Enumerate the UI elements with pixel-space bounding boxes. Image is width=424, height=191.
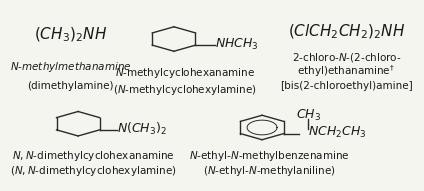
Text: $CH_3$: $CH_3$: [296, 108, 321, 123]
Text: [bis(2-chloroethyl)amine]: [bis(2-chloroethyl)amine]: [280, 81, 413, 91]
Text: $N$-methylmethanamine: $N$-methylmethanamine: [10, 60, 131, 74]
Text: (dimethylamine): (dimethylamine): [27, 81, 114, 91]
Text: ($N$-methylcyclohexylamine): ($N$-methylcyclohexylamine): [114, 83, 257, 97]
Text: ($N$-ethyl-$N$-methylaniline): ($N$-ethyl-$N$-methylaniline): [204, 164, 336, 178]
Text: ($N,N$-dimethylcyclohexylamine): ($N,N$-dimethylcyclohexylamine): [10, 164, 177, 178]
Text: ethyl)ethanamine$^†$: ethyl)ethanamine$^†$: [297, 63, 395, 79]
Text: $(CH_3)_2NH$: $(CH_3)_2NH$: [34, 26, 107, 45]
Text: $NCH_2CH_3$: $NCH_2CH_3$: [308, 125, 367, 140]
Text: $N$-methylcyclohexanamine: $N$-methylcyclohexanamine: [115, 66, 256, 80]
Text: $N,N$-dimethylcyclohexanamine: $N,N$-dimethylcyclohexanamine: [12, 149, 175, 163]
Text: $(ClCH_2CH_2)_2NH$: $(ClCH_2CH_2)_2NH$: [288, 22, 405, 41]
Text: $N(CH_3)_2$: $N(CH_3)_2$: [117, 121, 167, 137]
Text: $NHCH_3$: $NHCH_3$: [215, 37, 259, 52]
Text: $N$-ethyl-$N$-methylbenzenamine: $N$-ethyl-$N$-methylbenzenamine: [190, 149, 350, 163]
Text: 2-chloro-$N$-(2-chloro-: 2-chloro-$N$-(2-chloro-: [292, 51, 401, 64]
